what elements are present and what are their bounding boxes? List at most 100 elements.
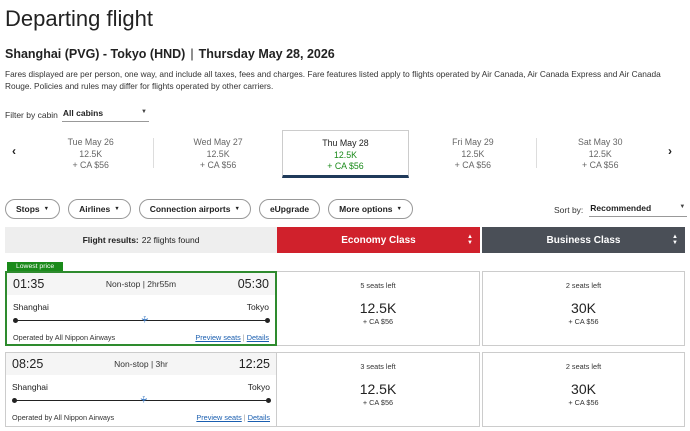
fare-fee: + CA $56 <box>568 317 599 326</box>
sort-icon: ▲ ▼ <box>672 234 678 246</box>
route-separator: | <box>190 47 194 61</box>
sort-select[interactable]: Recommended ▼ <box>589 203 688 217</box>
origin-city: Shanghai <box>12 382 48 392</box>
seats-left: 2 seats left <box>565 362 602 371</box>
flight-row: 08:25 Non-stop | 3hr 12:25 Shanghai Tokyo ✈ Op… <box>5 352 685 427</box>
flight-summary: Non-stop | 2hr55m <box>105 279 177 289</box>
flight-cities: Shanghai Tokyo <box>7 302 275 312</box>
origin-dot <box>13 318 18 323</box>
filter-chip-label: Connection airports <box>149 204 231 214</box>
flight-links: Preview seats | Details <box>195 333 269 342</box>
seats-left: 2 seats left <box>565 281 602 290</box>
plane-icon: ✈ <box>139 315 150 324</box>
chevron-right-icon[interactable]: › <box>668 144 672 158</box>
flight-summary: Non-stop | 3hr <box>114 359 168 369</box>
date-option[interactable]: Fri May 29 12.5K + CA $56 <box>409 130 537 178</box>
flight-info[interactable]: 08:25 Non-stop | 3hr 12:25 Shanghai Tokyo ✈ Op… <box>5 352 277 427</box>
sort-label: Sort by: <box>554 205 584 215</box>
preview-seats-link[interactable]: Preview seats <box>195 333 241 342</box>
economy-fare[interactable]: 5 seats left 12.5K + CA $56 <box>277 271 480 346</box>
cabin-select[interactable]: All cabins ▼ <box>61 108 149 122</box>
filter-chip-airlines[interactable]: Airlines ▼ <box>68 199 131 219</box>
flight-links: Preview seats | Details <box>196 413 270 422</box>
seats-left: 5 seats left <box>360 281 396 290</box>
cabin-select-value: All cabins <box>62 108 104 118</box>
filter-chip-label: More options <box>339 204 393 214</box>
flight-times: 01:35 Non-stop | 2hr55m 05:30 <box>7 273 275 295</box>
caret-down-icon: ▼ <box>396 206 402 212</box>
plane-icon: ✈ <box>138 395 149 404</box>
date-price: 12.5K <box>461 148 485 159</box>
caret-down-icon: ▼ <box>234 206 240 212</box>
flight-footer: Operated by All Nippon Airways Preview se… <box>6 413 276 422</box>
sort-icon: ▲ ▼ <box>467 234 473 246</box>
details-link[interactable]: Details <box>247 413 270 422</box>
link-separator: | <box>243 413 246 422</box>
filter-chip-connection-airports[interactable]: Connection airports ▼ <box>138 199 251 219</box>
details-link[interactable]: Details <box>246 333 269 342</box>
date-price: 12.5K <box>79 148 103 159</box>
route-heading: Shanghai (PVG) - Tokyo (HND) | Thursday Ma… <box>5 47 335 61</box>
cabin-filter-label: Filter by cabin <box>5 110 58 120</box>
flight-cities: Shanghai Tokyo <box>6 382 276 392</box>
date-fee: + CA $56 <box>199 160 237 170</box>
fare-disclaimer: Fares displayed are per person, one way,… <box>5 69 661 91</box>
fare-price: 30K <box>571 381 596 397</box>
business-class-header[interactable]: Business Class ▲ ▼ <box>482 227 685 253</box>
flight-footer: Operated by All Nippon Airways Preview se… <box>7 333 275 342</box>
route-bar <box>14 400 269 401</box>
destination-dot <box>266 398 271 403</box>
chevron-left-icon[interactable]: ‹ <box>12 144 16 158</box>
caret-down-icon: ▼ <box>114 206 120 212</box>
origin-city: Shanghai <box>13 302 49 312</box>
caret-down-icon: ▼ <box>140 109 147 115</box>
fare-price: 12.5K <box>359 381 397 397</box>
date-option[interactable]: Wed May 27 12.5K + CA $56 <box>154 130 281 178</box>
date-price: 12.5K <box>206 148 230 159</box>
divider <box>535 138 537 168</box>
operator-text: Operated by All Nippon Airways <box>13 333 116 342</box>
fare-price: 30K <box>571 300 596 316</box>
date-price: 12.5K <box>333 149 357 160</box>
filter-chip-label: Stops <box>16 204 40 214</box>
caret-down-icon: ▼ <box>43 206 50 212</box>
flight-results-count: Flight results: 22 flights found <box>5 227 277 253</box>
departure-time: 01:35 <box>13 277 45 291</box>
date-label: Fri May 29 <box>452 137 494 147</box>
date-label: Wed May 27 <box>193 137 243 147</box>
filter-chip-label: Airlines <box>79 204 111 214</box>
page-title: Departing flight <box>5 6 153 31</box>
divider <box>153 138 155 168</box>
business-fare[interactable]: 2 seats left 30K + CA $56 <box>482 352 685 427</box>
flight-times: 08:25 Non-stop | 3hr 12:25 <box>6 353 276 375</box>
fare-fee: + CA $56 <box>568 398 599 407</box>
date-fee: + CA $56 <box>454 160 492 170</box>
departure-time: 08:25 <box>12 357 44 371</box>
filter-chip-stops[interactable]: Stops ▼ <box>5 199 61 219</box>
date-option[interactable]: Sat May 30 12.5K + CA $56 <box>537 130 664 178</box>
filter-bar: Stops ▼ Airlines ▼ Connection airports ▼ eUpgr… <box>5 199 413 219</box>
economy-class-header[interactable]: Economy Class ▲ ▼ <box>277 227 480 253</box>
economy-fare[interactable]: 3 seats left 12.5K + CA $56 <box>277 352 480 427</box>
route-bar <box>15 320 268 321</box>
date-label: Sat May 30 <box>578 137 623 147</box>
date-fee: + CA $56 <box>327 161 364 171</box>
filter-chip-eupgrade[interactable]: eUpgrade <box>258 199 321 219</box>
fare-price: 12.5K <box>359 300 397 316</box>
date-fee: + CA $56 <box>72 160 109 170</box>
preview-seats-link[interactable]: Preview seats <box>196 413 242 422</box>
arrival-time: 12:25 <box>238 357 270 371</box>
business-fare[interactable]: 2 seats left 30K + CA $56 <box>482 271 685 346</box>
date-strip: Tue May 26 12.5K + CA $56 Wed May 27 12.5K + … <box>27 130 664 178</box>
route-date: Thursday May 28, 2026 <box>198 47 335 61</box>
filter-chip-more-options[interactable]: More options ▼ <box>328 199 413 219</box>
date-option[interactable]: Thu May 28 12.5K + CA $56 <box>281 130 410 178</box>
cabin-filter: Filter by cabin All cabins ▼ <box>5 108 149 122</box>
date-option[interactable]: Tue May 26 12.5K + CA $56 <box>27 130 155 178</box>
results-label: Flight results: <box>82 235 139 245</box>
destination-city: Tokyo <box>247 382 270 392</box>
economy-class-label: Economy Class <box>341 234 416 246</box>
date-label: Thu May 28 <box>322 138 369 148</box>
flight-info[interactable]: 01:35 Non-stop | 2hr55m 05:30 Shanghai Tokyo… <box>5 271 277 346</box>
operator-text: Operated by All Nippon Airways <box>12 413 115 422</box>
